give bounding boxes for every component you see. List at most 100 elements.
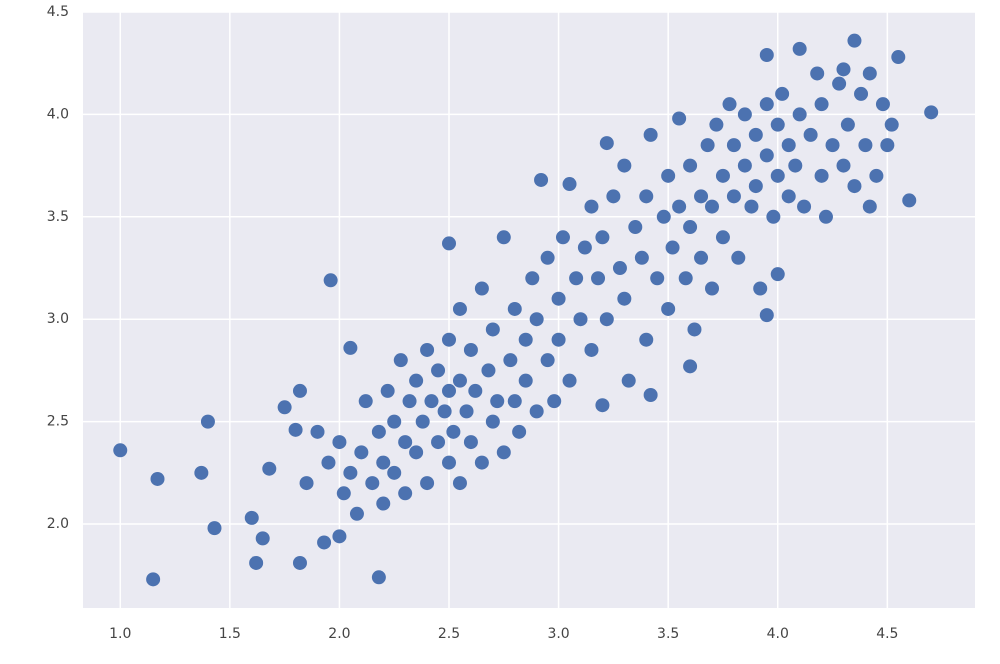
point bbox=[858, 138, 873, 153]
point bbox=[463, 342, 478, 357]
x-tick-label: 1.5 bbox=[219, 626, 241, 642]
point bbox=[529, 312, 544, 327]
point bbox=[694, 189, 709, 204]
point bbox=[869, 168, 884, 183]
point bbox=[507, 301, 522, 316]
point bbox=[431, 363, 446, 378]
point bbox=[496, 445, 511, 460]
point bbox=[599, 312, 614, 327]
point bbox=[584, 199, 599, 214]
point bbox=[398, 435, 413, 450]
point bbox=[534, 172, 549, 187]
point bbox=[788, 158, 803, 173]
point bbox=[683, 158, 698, 173]
point bbox=[365, 476, 380, 491]
point bbox=[562, 373, 577, 388]
point bbox=[387, 465, 402, 480]
point bbox=[875, 97, 890, 112]
point bbox=[862, 199, 877, 214]
point bbox=[262, 461, 277, 476]
point bbox=[200, 414, 215, 429]
point bbox=[902, 193, 917, 208]
point bbox=[321, 455, 336, 470]
point bbox=[766, 209, 781, 224]
point bbox=[380, 383, 395, 398]
point bbox=[409, 445, 424, 460]
point bbox=[770, 267, 785, 282]
point bbox=[420, 342, 435, 357]
point bbox=[452, 301, 467, 316]
point bbox=[507, 394, 522, 409]
point bbox=[715, 168, 730, 183]
point bbox=[591, 271, 606, 286]
point bbox=[371, 424, 386, 439]
x-tick-label: 2.5 bbox=[438, 626, 460, 642]
point bbox=[249, 555, 264, 570]
point bbox=[825, 138, 840, 153]
point bbox=[683, 220, 698, 235]
point bbox=[880, 138, 895, 153]
point bbox=[617, 158, 632, 173]
point bbox=[726, 138, 741, 153]
point bbox=[759, 308, 774, 323]
point bbox=[726, 189, 741, 204]
point bbox=[146, 572, 161, 587]
x-tick-label: 1.0 bbox=[109, 626, 131, 642]
point bbox=[540, 250, 555, 265]
point bbox=[810, 66, 825, 81]
point bbox=[678, 271, 693, 286]
point bbox=[540, 353, 555, 368]
point bbox=[431, 435, 446, 450]
point bbox=[569, 271, 584, 286]
point bbox=[310, 424, 325, 439]
point bbox=[639, 332, 654, 347]
point bbox=[113, 443, 128, 458]
point bbox=[424, 394, 439, 409]
y-tick-label: 3.0 bbox=[47, 311, 69, 327]
point bbox=[323, 273, 338, 288]
point bbox=[529, 404, 544, 419]
point bbox=[722, 97, 737, 112]
point bbox=[288, 422, 303, 437]
point bbox=[770, 117, 785, 132]
point bbox=[577, 240, 592, 255]
point bbox=[481, 363, 496, 378]
point bbox=[343, 465, 358, 480]
point bbox=[862, 66, 877, 81]
point bbox=[639, 189, 654, 204]
point bbox=[317, 535, 332, 550]
point bbox=[354, 445, 369, 460]
point bbox=[562, 177, 577, 192]
point bbox=[775, 86, 790, 101]
point bbox=[474, 455, 489, 470]
point bbox=[349, 506, 364, 521]
point bbox=[292, 555, 307, 570]
point bbox=[463, 435, 478, 450]
point bbox=[748, 127, 763, 142]
x-tick-label: 2.0 bbox=[328, 626, 350, 642]
point bbox=[643, 127, 658, 142]
x-tick-label: 4.5 bbox=[876, 626, 898, 642]
point bbox=[737, 107, 752, 122]
point bbox=[409, 373, 424, 388]
point bbox=[555, 230, 570, 245]
point bbox=[705, 281, 720, 296]
point bbox=[442, 332, 457, 347]
point bbox=[818, 209, 833, 224]
point bbox=[437, 404, 452, 419]
point bbox=[803, 127, 818, 142]
point bbox=[731, 250, 746, 265]
point bbox=[672, 111, 687, 126]
point bbox=[700, 138, 715, 153]
point bbox=[244, 510, 259, 525]
point bbox=[759, 48, 774, 63]
point bbox=[442, 383, 457, 398]
point bbox=[884, 117, 899, 132]
point bbox=[584, 342, 599, 357]
point bbox=[518, 373, 533, 388]
point bbox=[525, 271, 540, 286]
point bbox=[599, 136, 614, 151]
point bbox=[715, 230, 730, 245]
point bbox=[376, 496, 391, 511]
